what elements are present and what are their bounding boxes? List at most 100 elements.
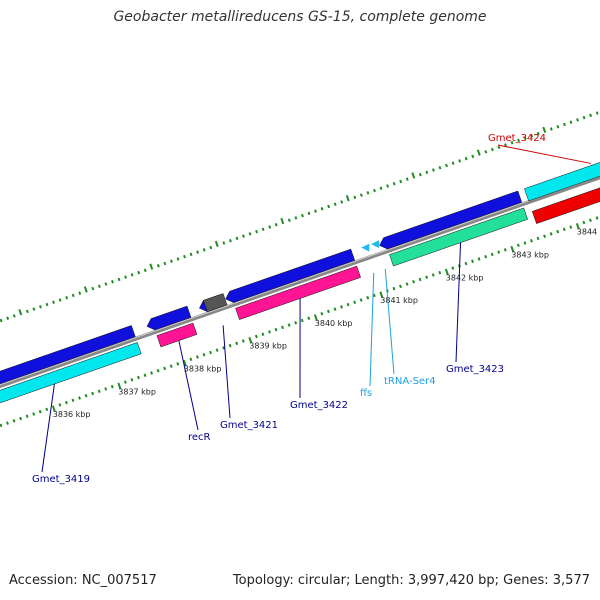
minor-tick bbox=[471, 259, 474, 264]
gene-track-recr[interactable] bbox=[156, 322, 198, 348]
minor-tick bbox=[392, 181, 396, 186]
feature-tracks[interactable] bbox=[0, 142, 600, 414]
feature-gmet-3422[interactable] bbox=[225, 248, 356, 303]
minor-tick bbox=[97, 284, 101, 289]
accession-text: Accession: NC_007517 bbox=[9, 573, 157, 588]
major-tick bbox=[117, 382, 122, 389]
gene-track-gmet-3422[interactable] bbox=[235, 265, 361, 320]
minor-tick bbox=[130, 273, 134, 277]
minor-tick bbox=[405, 282, 409, 286]
kbp-tick-label: 3840 kbp bbox=[315, 319, 353, 328]
minor-tick bbox=[582, 220, 586, 225]
minor-tick bbox=[556, 124, 560, 129]
minor-tick bbox=[300, 318, 304, 323]
minor-tick bbox=[38, 409, 42, 414]
gene-label[interactable]: Gmet_3424 bbox=[488, 133, 546, 144]
minor-tick bbox=[274, 223, 278, 227]
feature-gmet-3424[interactable] bbox=[531, 165, 600, 224]
minor-tick bbox=[399, 284, 402, 289]
minor-tick bbox=[32, 307, 36, 311]
minor-tick bbox=[104, 282, 108, 286]
minor-tick bbox=[6, 316, 10, 320]
minor-tick bbox=[242, 234, 245, 238]
minor-tick bbox=[183, 254, 186, 259]
gene-label[interactable]: Gmet_3423 bbox=[446, 364, 504, 375]
gene-label[interactable]: Gmet_3421 bbox=[220, 420, 278, 431]
gene-track-gmet-3419[interactable] bbox=[0, 342, 142, 414]
minor-tick bbox=[405, 177, 409, 181]
minor-tick bbox=[373, 188, 376, 193]
feature-ffs[interactable] bbox=[361, 243, 370, 252]
minor-tick bbox=[569, 225, 573, 229]
genome-backbone bbox=[0, 175, 600, 389]
minor-tick bbox=[38, 305, 42, 309]
minor-tick bbox=[169, 259, 173, 263]
gene-label[interactable]: Gmet_3422 bbox=[290, 400, 348, 411]
label-leader bbox=[497, 144, 591, 164]
minor-tick bbox=[320, 311, 324, 316]
minor-tick bbox=[438, 270, 442, 275]
feature-gmet-3419[interactable] bbox=[0, 325, 136, 397]
minor-tick bbox=[189, 357, 193, 362]
kbp-tick-label: 3844 kbp bbox=[577, 228, 600, 237]
feature-recr[interactable] bbox=[146, 305, 192, 331]
gene-label[interactable]: ffs bbox=[360, 388, 372, 399]
minor-tick bbox=[536, 131, 540, 136]
minor-tick bbox=[189, 252, 193, 257]
feature-gmet-3421[interactable] bbox=[203, 293, 228, 313]
minor-tick bbox=[588, 218, 592, 222]
minor-tick bbox=[268, 330, 271, 334]
minor-tick bbox=[176, 257, 180, 261]
minor-tick bbox=[530, 134, 534, 138]
minor-tick bbox=[78, 291, 82, 295]
minor-tick bbox=[464, 156, 468, 161]
minor-tick bbox=[52, 300, 55, 304]
minor-tick bbox=[117, 277, 121, 282]
major-tick bbox=[411, 172, 416, 179]
minor-tick bbox=[12, 419, 16, 423]
minor-tick bbox=[549, 127, 553, 131]
minor-tick bbox=[143, 268, 147, 273]
minor-tick bbox=[255, 229, 259, 234]
gene-label[interactable]: tRNA-Ser4 bbox=[384, 376, 436, 387]
kbp-tick-label: 3839 kbp bbox=[249, 342, 287, 351]
label-leader bbox=[41, 383, 55, 473]
minor-tick bbox=[536, 236, 540, 241]
minor-tick bbox=[340, 305, 343, 309]
minor-tick bbox=[130, 378, 134, 382]
minor-tick bbox=[576, 118, 579, 122]
minor-tick bbox=[261, 332, 265, 336]
feature-gmet-3423[interactable] bbox=[379, 190, 523, 250]
major-tick bbox=[379, 291, 384, 298]
minor-tick bbox=[45, 407, 49, 412]
kbp-tick-label: 3838 kbp bbox=[184, 364, 222, 373]
minor-tick bbox=[248, 232, 252, 236]
minor-tick bbox=[418, 277, 422, 282]
gene-label[interactable]: Gmet_3419 bbox=[32, 474, 90, 485]
feature-trna-ser4[interactable] bbox=[371, 240, 380, 249]
minor-tick bbox=[484, 254, 488, 259]
minor-tick bbox=[510, 140, 514, 145]
genome-summary-text: Topology: circular; Length: 3,997,420 bp… bbox=[232, 573, 590, 588]
minor-tick bbox=[346, 302, 350, 307]
gene-label[interactable]: recR bbox=[188, 432, 211, 443]
minor-tick bbox=[412, 280, 416, 284]
minor-tick bbox=[281, 325, 285, 330]
minor-tick bbox=[464, 261, 468, 266]
minor-tick bbox=[58, 298, 62, 302]
major-tick bbox=[51, 405, 56, 412]
minor-tick bbox=[307, 211, 311, 216]
minor-tick bbox=[12, 314, 16, 318]
minor-tick bbox=[196, 250, 200, 254]
gene-track-gmet-3424[interactable] bbox=[524, 142, 600, 202]
minor-tick bbox=[143, 373, 147, 377]
gene-labels[interactable]: Gmet_3419 recR Gmet_3421 Gmet_3422 ffs tRNA-S… bbox=[32, 133, 591, 485]
gene-track-gmet-3423[interactable] bbox=[389, 207, 529, 267]
major-tick bbox=[444, 268, 449, 275]
minor-tick bbox=[504, 143, 507, 147]
minor-tick bbox=[163, 366, 167, 371]
minor-tick bbox=[477, 257, 481, 261]
minor-tick bbox=[64, 400, 68, 405]
major-tick bbox=[345, 195, 350, 202]
